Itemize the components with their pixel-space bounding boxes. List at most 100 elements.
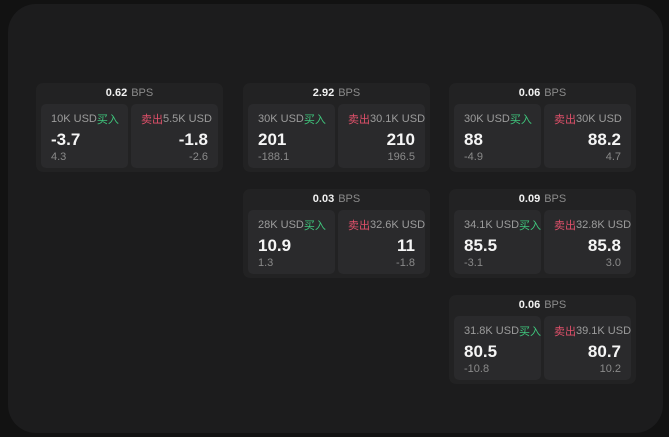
- buy-tile-header: 31.8K USD 买入: [464, 323, 541, 339]
- buy-tile[interactable]: 30K USD 买入 88 -4.9: [454, 104, 541, 168]
- buy-notional-label: 30K USD: [258, 113, 304, 125]
- buy-tile[interactable]: 31.8K USD 买入 80.5 -10.8: [454, 316, 541, 380]
- sell-tile-header: 卖出 32.6K USD: [348, 217, 425, 233]
- sell-notional-label: 30K USD: [576, 113, 622, 125]
- card-header: 0.06 BPS: [449, 295, 636, 316]
- sell-side-badge: 卖出: [141, 114, 163, 126]
- buy-tile[interactable]: 34.1K USD 买入 85.5 -3.1: [454, 210, 541, 274]
- sell-price-value: 80.7: [587, 342, 621, 361]
- card-header: 0.62 BPS: [36, 83, 223, 104]
- buy-tile-header: 30K USD 买入: [258, 111, 326, 127]
- bps-value: 0.03: [312, 193, 335, 205]
- card-body: 34.1K USD 买入 85.5 -3.1 卖出 32.8K USD 85.8…: [449, 210, 636, 278]
- sell-tile[interactable]: 卖出 39.1K USD 80.7 10.2: [544, 316, 631, 380]
- quote-card: 2.92 BPS 30K USD 买入 201 -188.1 卖出 30.1K …: [243, 83, 430, 172]
- card-header: 2.92 BPS: [243, 83, 430, 104]
- sell-delta-value: -2.6: [189, 151, 208, 163]
- quote-card: 0.06 BPS 31.8K USD 买入 80.5 -10.8 卖出 39.1…: [449, 295, 636, 384]
- buy-price-value: 10.9: [258, 236, 292, 255]
- sell-side-badge: 卖出: [348, 114, 370, 126]
- sell-tile-header: 卖出 30K USD: [554, 111, 622, 127]
- buy-price-value: 80.5: [464, 342, 498, 361]
- buy-price-value: -3.7: [51, 130, 81, 149]
- buy-side-badge: 买入: [519, 326, 542, 338]
- sell-price-value: 11: [397, 236, 415, 255]
- buy-side-badge: 买入: [303, 220, 326, 232]
- bps-value: 2.92: [312, 87, 335, 99]
- card-body: 10K USD 买入 -3.7 4.3 卖出 5.5K USD -1.8 -2.…: [36, 104, 223, 172]
- sell-tile-header: 卖出 32.8K USD: [554, 217, 631, 233]
- card-body: 30K USD 买入 201 -188.1 卖出 30.1K USD 210 1…: [243, 104, 430, 172]
- sell-notional-label: 32.8K USD: [576, 219, 632, 231]
- sell-delta-value: 196.5: [387, 151, 415, 163]
- sell-tile[interactable]: 卖出 32.6K USD 11 -1.8: [338, 210, 425, 274]
- buy-tile-header: 30K USD 买入: [464, 111, 532, 127]
- card-header: 0.06 BPS: [449, 83, 636, 104]
- buy-delta-value: 1.3: [258, 257, 274, 269]
- sell-tile-header: 卖出 30.1K USD: [348, 111, 425, 127]
- quote-card: 0.06 BPS 30K USD 买入 88 -4.9 卖出 30K USD 8…: [449, 83, 636, 172]
- buy-tile-header: 28K USD 买入: [258, 217, 326, 233]
- sell-tile-header: 卖出 5.5K USD: [141, 111, 212, 127]
- buy-side-badge: 买入: [519, 220, 542, 232]
- sell-tile-header: 卖出 39.1K USD: [554, 323, 631, 339]
- bps-suffix-label: BPS: [338, 87, 361, 99]
- buy-side-badge: 买入: [303, 114, 326, 126]
- quote-card: 0.03 BPS 28K USD 买入 10.9 1.3 卖出 32.6K US…: [243, 189, 430, 278]
- buy-price-value: 85.5: [464, 236, 498, 255]
- bps-value: 0.06: [518, 299, 541, 311]
- sell-delta-value: 4.7: [605, 151, 621, 163]
- sell-side-badge: 卖出: [554, 114, 576, 126]
- buy-side-badge: 买入: [509, 114, 532, 126]
- sell-tile[interactable]: 卖出 32.8K USD 85.8 3.0: [544, 210, 631, 274]
- quote-card: 0.62 BPS 10K USD 买入 -3.7 4.3 卖出 5.5K USD…: [36, 83, 223, 172]
- sell-price-value: -1.8: [178, 130, 208, 149]
- buy-delta-value: -188.1: [258, 151, 290, 163]
- buy-delta-value: -10.8: [464, 363, 490, 375]
- sell-price-value: 210: [386, 130, 415, 149]
- buy-tile[interactable]: 28K USD 买入 10.9 1.3: [248, 210, 335, 274]
- buy-tile-header: 10K USD 买入: [51, 111, 119, 127]
- buy-side-badge: 买入: [96, 114, 119, 126]
- bps-value: 0.09: [518, 193, 541, 205]
- sell-notional-label: 5.5K USD: [163, 113, 212, 125]
- sell-delta-value: 3.0: [605, 257, 621, 269]
- sell-side-badge: 卖出: [348, 220, 370, 232]
- sell-tile[interactable]: 卖出 30.1K USD 210 196.5: [338, 104, 425, 168]
- buy-notional-label: 30K USD: [464, 113, 510, 125]
- main-panel: 0.62 BPS 10K USD 买入 -3.7 4.3 卖出 5.5K USD…: [8, 4, 663, 433]
- bps-suffix-label: BPS: [338, 193, 361, 205]
- sell-side-badge: 卖出: [554, 220, 576, 232]
- buy-price-value: 201: [258, 130, 287, 149]
- card-body: 28K USD 买入 10.9 1.3 卖出 32.6K USD 11 -1.8: [243, 210, 430, 278]
- buy-price-value: 88: [464, 130, 483, 149]
- quote-card: 0.09 BPS 34.1K USD 买入 85.5 -3.1 卖出 32.8K…: [449, 189, 636, 278]
- bps-suffix-label: BPS: [544, 87, 567, 99]
- buy-delta-value: -3.1: [464, 257, 483, 269]
- sell-price-value: 88.2: [587, 130, 621, 149]
- card-header: 0.09 BPS: [449, 189, 636, 210]
- sell-notional-label: 30.1K USD: [370, 113, 426, 125]
- sell-notional-label: 32.6K USD: [370, 219, 426, 231]
- sell-tile[interactable]: 卖出 30K USD 88.2 4.7: [544, 104, 631, 168]
- buy-notional-label: 10K USD: [51, 113, 97, 125]
- sell-tile[interactable]: 卖出 5.5K USD -1.8 -2.6: [131, 104, 218, 168]
- bps-suffix-label: BPS: [131, 87, 154, 99]
- buy-delta-value: -4.9: [464, 151, 483, 163]
- card-body: 31.8K USD 买入 80.5 -10.8 卖出 39.1K USD 80.…: [449, 316, 636, 384]
- sell-delta-value: 10.2: [599, 363, 621, 375]
- buy-tile[interactable]: 30K USD 买入 201 -188.1: [248, 104, 335, 168]
- bps-value: 0.62: [105, 87, 128, 99]
- sell-side-badge: 卖出: [554, 326, 576, 338]
- buy-tile-header: 34.1K USD 买入: [464, 217, 541, 233]
- buy-tile[interactable]: 10K USD 买入 -3.7 4.3: [41, 104, 128, 168]
- buy-notional-label: 34.1K USD: [464, 219, 520, 231]
- bps-suffix-label: BPS: [544, 193, 567, 205]
- bps-value: 0.06: [518, 87, 541, 99]
- buy-notional-label: 28K USD: [258, 219, 304, 231]
- card-header: 0.03 BPS: [243, 189, 430, 210]
- card-body: 30K USD 买入 88 -4.9 卖出 30K USD 88.2 4.7: [449, 104, 636, 172]
- sell-notional-label: 39.1K USD: [576, 325, 632, 337]
- sell-price-value: 85.8: [587, 236, 621, 255]
- bps-suffix-label: BPS: [544, 299, 567, 311]
